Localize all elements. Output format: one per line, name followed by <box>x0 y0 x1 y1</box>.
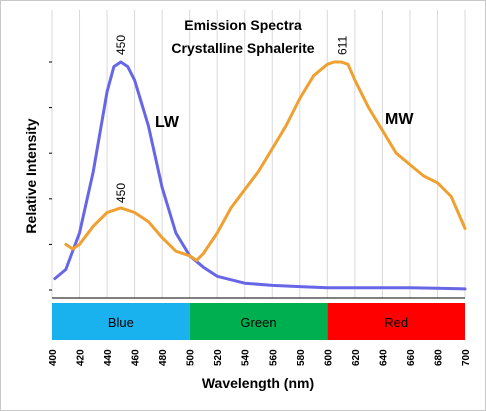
band-label-blue: Blue <box>108 315 134 330</box>
x-tick-label: 620 <box>351 349 362 366</box>
chart-subtitle: Crystalline Sphalerite <box>171 40 314 56</box>
series-lines <box>53 60 467 291</box>
x-axis-label: Wavelength (nm) <box>202 375 314 391</box>
peak-label-mw-secondary: 450 <box>114 183 128 203</box>
band-label-red: Red <box>384 315 408 330</box>
x-tick-label: 400 <box>48 349 59 366</box>
band-green <box>189 303 328 340</box>
chart-title: Emission Spectra <box>184 17 302 33</box>
x-tick-label: 460 <box>131 349 142 366</box>
x-tick-label: 500 <box>186 349 197 366</box>
peak-label-mw: 611 <box>335 36 349 55</box>
x-tick-label: 560 <box>268 349 279 366</box>
band-blue <box>52 303 190 340</box>
x-tick-label: 480 <box>158 349 169 366</box>
y-axis-label: Relative Intensity <box>23 118 39 233</box>
series-label-lw: LW <box>155 114 180 131</box>
series-line-mw <box>64 60 467 262</box>
grid <box>49 10 466 298</box>
series-label-mw: MW <box>385 111 414 128</box>
x-tick-label: 660 <box>406 349 417 366</box>
x-tick-label: 520 <box>213 349 224 366</box>
x-tick-labels: 400 420 440 460 480 500 520 540 560 580 600 620 640 6… <box>48 349 472 366</box>
x-tick-label: 580 <box>296 349 307 366</box>
band-label-green: Green <box>240 315 276 330</box>
series-line-lw <box>53 60 467 291</box>
x-tick-label: 600 <box>323 349 334 366</box>
x-tick-label: 440 <box>103 349 114 366</box>
x-tick-label: 680 <box>433 349 444 366</box>
color-bands: Blue Green Red <box>52 303 465 340</box>
peak-label-lw: 450 <box>114 35 128 55</box>
x-tick-label: 640 <box>378 349 389 366</box>
band-red <box>327 303 465 340</box>
x-tick-label: 540 <box>241 349 252 366</box>
x-tick-label: 420 <box>76 349 87 366</box>
x-tick-label: 700 <box>461 349 472 366</box>
annotations: 450 611 450 LW MW <box>114 35 414 203</box>
